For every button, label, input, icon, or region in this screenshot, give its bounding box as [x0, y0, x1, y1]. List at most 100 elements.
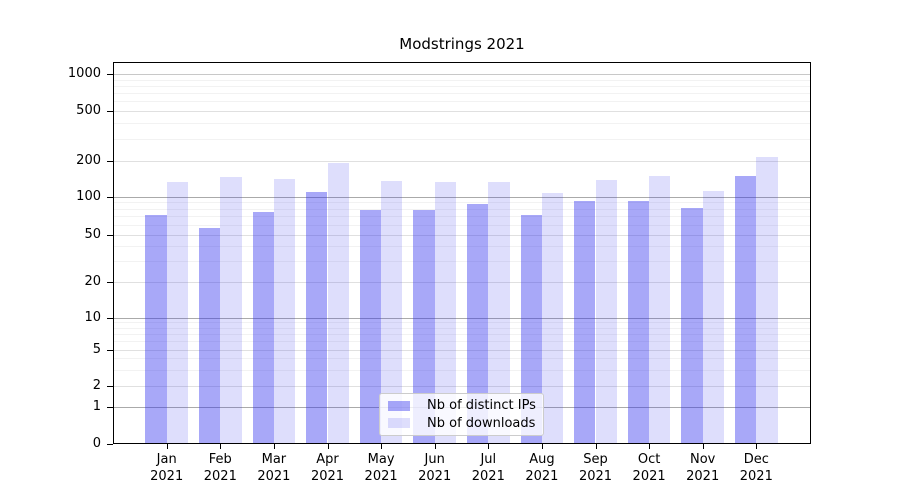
gridline-y-2 — [114, 386, 810, 387]
y-tick-mark-100 — [107, 197, 113, 198]
bar-distinct-ips-may — [359, 209, 382, 443]
x-tick-label-dec: Dec 2021 — [724, 451, 788, 485]
bar-distinct-ips-aug — [520, 215, 542, 443]
y-tick-mark-10 — [107, 318, 113, 319]
bar-downloads-sep — [595, 179, 617, 443]
bar-distinct-ips-jul — [466, 204, 489, 443]
y-tick-label-200: 200 — [76, 152, 101, 168]
y-tick-label-2: 2 — [92, 378, 101, 393]
x-tick-label-jan: Jan 2021 — [135, 451, 199, 485]
x-tick-month-oct: Oct — [637, 452, 661, 467]
bar-downloads-feb — [220, 177, 242, 443]
bar-downloads-jun — [434, 181, 457, 443]
x-tick-month-jan: Jan — [156, 452, 177, 467]
y-tick-label-10: 10 — [84, 309, 101, 325]
legend-label-downloads: Nb of downloads — [427, 415, 536, 431]
x-tick-label-oct: Oct 2021 — [617, 451, 681, 485]
x-tick-mark-dec — [756, 444, 757, 449]
x-tick-year-jun: 2021 — [418, 469, 452, 484]
bar-distinct-ips-feb — [198, 228, 221, 443]
x-tick-mark-feb — [220, 444, 221, 449]
gridline-y-10 — [114, 317, 810, 319]
x-tick-year-aug: 2021 — [525, 469, 559, 484]
x-tick-month-mar: Mar — [261, 452, 287, 467]
y-tick-label-20: 20 — [84, 273, 101, 289]
y-tick-label-500: 500 — [76, 103, 101, 118]
gridline-y-60 — [114, 224, 810, 226]
x-tick-label-sep: Sep 2021 — [564, 451, 628, 485]
x-tick-mark-nov — [703, 444, 704, 449]
legend-swatch-downloads — [388, 418, 410, 429]
x-tick-month-jun: Jun — [424, 452, 445, 467]
x-tick-mark-jan — [167, 444, 168, 449]
x-tick-year-may: 2021 — [364, 469, 398, 484]
x-tick-month-apr: Apr — [316, 452, 339, 467]
gridline-y-500 — [114, 111, 810, 112]
gridline-y-8 — [114, 327, 810, 329]
x-tick-year-jul: 2021 — [471, 469, 505, 484]
gridline-y-100 — [114, 196, 810, 198]
x-tick-label-jun: Jun 2021 — [403, 451, 467, 485]
x-tick-month-jul: Jul — [480, 452, 497, 467]
x-tick-month-nov: Nov — [690, 452, 716, 467]
bar-distinct-ips-mar — [252, 211, 274, 443]
gridline-y-1000 — [114, 74, 810, 75]
y-tick-label-100: 100 — [76, 188, 101, 204]
x-tick-mark-oct — [649, 444, 650, 449]
gridline-y-600 — [114, 101, 810, 103]
y-tick-mark-20 — [107, 282, 113, 283]
x-tick-mark-aug — [542, 444, 543, 449]
x-tick-year-jan: 2021 — [150, 469, 184, 484]
legend-item-distinct-ips: Nb of distinct IPs — [388, 397, 536, 415]
gridline-layer — [114, 63, 810, 443]
gridline-y-700 — [114, 93, 810, 94]
bar-downloads-dec — [756, 156, 778, 443]
gridline-y-20 — [114, 281, 810, 283]
plot-area — [113, 62, 811, 444]
gridline-y-3 — [114, 369, 810, 371]
bar-downloads-may — [381, 181, 403, 443]
x-tick-year-oct: 2021 — [632, 469, 666, 484]
gridline-y-80 — [114, 208, 810, 210]
bar-distinct-ips-jan — [145, 215, 167, 443]
y-tick-label-50: 50 — [84, 226, 101, 242]
gridline-y-900 — [114, 79, 810, 81]
y-tick-label-1000: 1000 — [67, 66, 101, 81]
x-tick-label-mar: Mar 2021 — [242, 451, 306, 485]
bars-layer — [114, 63, 810, 443]
bar-downloads-jan — [166, 181, 189, 443]
y-tick-label-5: 5 — [92, 341, 101, 357]
y-tick-mark-1 — [107, 407, 113, 408]
gridline-y-9 — [114, 322, 810, 324]
legend-item-downloads: Nb of downloads — [388, 415, 535, 433]
gridline-y-40 — [114, 245, 810, 247]
x-tick-mark-jun — [435, 444, 436, 449]
y-tick-label-0: 0 — [92, 435, 101, 451]
bar-distinct-ips-nov — [681, 208, 703, 443]
gridline-y-90 — [114, 202, 810, 204]
y-tick-mark-500 — [107, 111, 113, 112]
x-tick-mark-mar — [274, 444, 275, 449]
x-tick-year-dec: 2021 — [739, 469, 773, 484]
x-tick-label-nov: Nov 2021 — [671, 451, 735, 485]
bar-downloads-nov — [702, 190, 725, 443]
bar-distinct-ips-sep — [574, 200, 596, 443]
x-tick-year-feb: 2021 — [203, 469, 237, 484]
x-tick-year-sep: 2021 — [578, 469, 613, 484]
x-tick-month-may: May — [367, 452, 395, 467]
legend: Nb of distinct IPs Nb of downloads — [379, 393, 544, 436]
bar-downloads-apr — [327, 163, 349, 443]
gridline-y-30 — [114, 260, 810, 262]
legend-label-distinct-ips: Nb of distinct IPs — [427, 398, 536, 414]
gridline-y-70 — [114, 216, 810, 218]
x-tick-year-mar: 2021 — [257, 469, 291, 484]
gridline-y-5 — [114, 349, 810, 351]
x-tick-label-jul: Jul 2021 — [456, 451, 520, 485]
gridline-y-7 — [114, 334, 810, 335]
y-tick-mark-0 — [107, 444, 113, 445]
gridline-y-800 — [114, 85, 810, 87]
x-tick-label-aug: Aug 2021 — [510, 451, 574, 485]
gridline-y-400 — [114, 123, 810, 125]
gridline-y-300 — [114, 138, 810, 140]
